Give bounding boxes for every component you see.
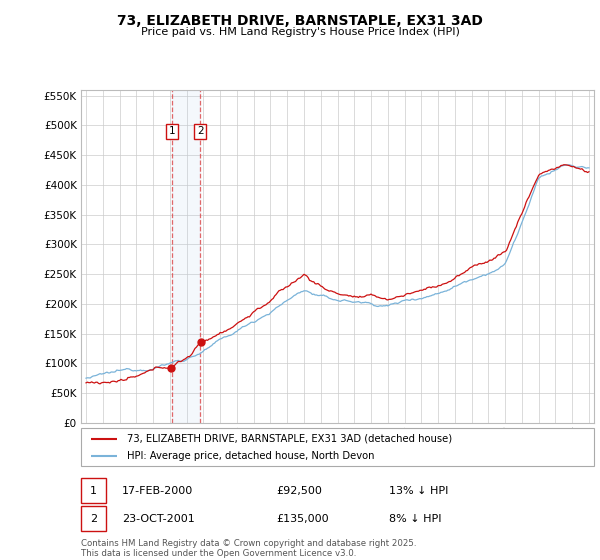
FancyBboxPatch shape bbox=[81, 478, 106, 503]
FancyBboxPatch shape bbox=[81, 506, 106, 531]
Text: 2: 2 bbox=[90, 514, 97, 524]
Text: 1: 1 bbox=[90, 486, 97, 496]
Text: 23-OCT-2001: 23-OCT-2001 bbox=[122, 514, 195, 524]
Text: 2: 2 bbox=[197, 126, 203, 136]
Text: 13% ↓ HPI: 13% ↓ HPI bbox=[389, 486, 448, 496]
Text: 1: 1 bbox=[169, 126, 175, 136]
Text: 73, ELIZABETH DRIVE, BARNSTAPLE, EX31 3AD: 73, ELIZABETH DRIVE, BARNSTAPLE, EX31 3A… bbox=[117, 14, 483, 28]
FancyBboxPatch shape bbox=[81, 428, 594, 466]
Text: Price paid vs. HM Land Registry's House Price Index (HPI): Price paid vs. HM Land Registry's House … bbox=[140, 27, 460, 37]
Bar bbox=[172, 90, 200, 423]
Text: 73, ELIZABETH DRIVE, BARNSTAPLE, EX31 3AD (detached house): 73, ELIZABETH DRIVE, BARNSTAPLE, EX31 3A… bbox=[127, 433, 452, 444]
Text: £135,000: £135,000 bbox=[276, 514, 329, 524]
Text: £92,500: £92,500 bbox=[276, 486, 322, 496]
Text: Contains HM Land Registry data © Crown copyright and database right 2025.
This d: Contains HM Land Registry data © Crown c… bbox=[81, 539, 416, 558]
Text: 8% ↓ HPI: 8% ↓ HPI bbox=[389, 514, 442, 524]
Text: HPI: Average price, detached house, North Devon: HPI: Average price, detached house, Nort… bbox=[127, 451, 374, 461]
Text: 17-FEB-2000: 17-FEB-2000 bbox=[122, 486, 193, 496]
